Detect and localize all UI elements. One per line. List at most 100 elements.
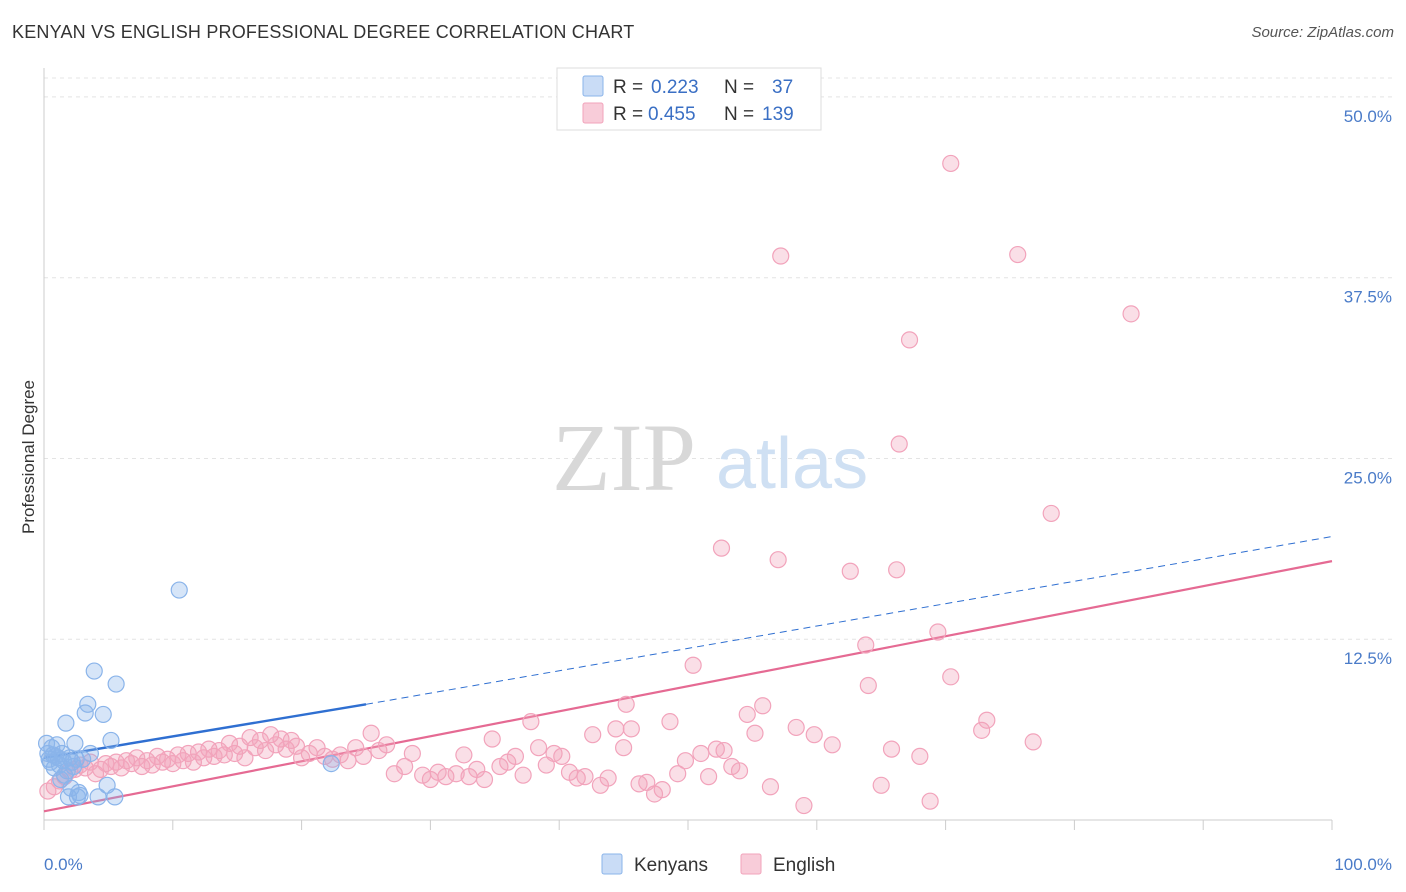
y-axis-title: Professional Degree: [19, 380, 38, 534]
english-point-69: [455, 746, 473, 764]
english-point-130: [1009, 245, 1027, 264]
english-point-114: [823, 736, 841, 754]
kenyan-point-26: [71, 786, 89, 805]
english-point-67: [437, 768, 455, 786]
english-point-78: [522, 713, 540, 731]
english-point-63: [403, 744, 421, 763]
kenyan-point-30: [81, 744, 99, 763]
english-point-85: [576, 768, 594, 786]
english-point-57: [354, 747, 373, 765]
english-point-35: [220, 734, 239, 752]
kenyan-point-25: [70, 783, 88, 802]
english-point-125: [929, 623, 947, 641]
english-point-58: [362, 724, 380, 742]
bottom-legend-english-label: English: [773, 855, 835, 876]
english-point-135: [712, 539, 731, 557]
english-point-121: [890, 435, 908, 453]
english-point-55: [339, 752, 357, 770]
english-point-122: [900, 331, 919, 349]
english-point-15: [117, 752, 136, 770]
kenyan-point-4: [43, 739, 61, 757]
english-point-20: [143, 756, 161, 774]
english-point-72: [475, 770, 494, 789]
english-point-103: [715, 741, 733, 760]
english-point-129: [978, 711, 996, 729]
english-point-77: [514, 766, 532, 784]
english-point-111: [787, 718, 805, 737]
english-point-101: [700, 768, 718, 786]
bottom-legend-english-swatch: [740, 853, 762, 875]
legend-english-n-label: N =: [724, 104, 754, 125]
kenyan-point-32: [89, 788, 107, 806]
english-point-90: [614, 739, 633, 757]
kenyan-point-37: [107, 675, 125, 693]
bottom-legend-kenyan-swatch: [601, 853, 623, 875]
kenyan-point-35: [102, 731, 120, 750]
english-point-113: [805, 726, 823, 744]
english-trend-line: [43, 560, 1333, 813]
legend-english-swatch: [582, 102, 604, 124]
english-point-124: [921, 792, 939, 810]
legend-kenyan-n-label: N =: [724, 77, 754, 98]
kenyan-point-31: [85, 662, 103, 680]
legend-english-r-label: R =: [613, 104, 643, 125]
kenyan-point-8: [48, 736, 66, 754]
english-point-99: [684, 656, 702, 674]
bottom-legend-kenyan-label: Kenyans: [634, 855, 708, 876]
english-point-133: [1122, 305, 1140, 323]
english-point-95: [653, 781, 671, 799]
english-point-136: [617, 695, 635, 713]
watermark-atlas: atlas: [716, 424, 868, 504]
english-point-110: [769, 551, 787, 569]
english-point-127: [942, 154, 960, 173]
english-point-132: [1042, 504, 1060, 523]
english-point-109: [761, 778, 780, 796]
english-point-42: [256, 741, 275, 760]
english-point-116: [857, 636, 875, 654]
english-point-41: [251, 731, 269, 750]
english-point-100: [692, 744, 710, 763]
english-point-123: [911, 747, 929, 765]
english-point-73: [483, 730, 501, 748]
legend-kenyan-swatch: [582, 75, 604, 97]
english-point-68: [447, 765, 465, 783]
kenyan-points: [37, 581, 340, 806]
kenyan-point-15: [57, 714, 75, 732]
english-point-115: [841, 562, 859, 580]
y-tick-label-2: 37.5%: [1344, 288, 1392, 307]
english-point-76: [506, 747, 525, 765]
kenyan-point-29: [79, 695, 97, 713]
source-label: Source: ZipAtlas.com: [1251, 24, 1394, 41]
english-point-79: [529, 739, 548, 757]
trend-lines: [43, 536, 1333, 813]
x-tick-label-1: 100.0%: [1334, 855, 1392, 874]
english-point-62: [396, 757, 414, 776]
english-point-43: [262, 726, 280, 744]
legend-kenyan-n: 37: [772, 77, 793, 98]
english-point-89: [607, 720, 625, 738]
english-point-118: [872, 776, 890, 794]
english-point-91: [622, 720, 640, 738]
english-point-107: [746, 724, 764, 742]
tick-labels: 0.0% 100.0% 12.5% 25.0% 37.5% 50.0%: [43, 107, 1392, 874]
x-tick-label-0: 0.0%: [44, 855, 83, 874]
english-point-38: [236, 749, 254, 767]
english-point-106: [738, 705, 756, 724]
chart-title: KENYAN VS ENGLISH PROFESSIONAL DEGREE CO…: [12, 22, 635, 42]
english-point-97: [669, 765, 687, 783]
watermark: ZIP atlas: [552, 404, 868, 511]
english-point-112: [795, 796, 813, 815]
english-point-88: [599, 769, 617, 787]
english-point-24: [164, 754, 182, 773]
kenyan-point-36: [106, 788, 124, 806]
legend-kenyan-r: 0.223: [651, 77, 699, 98]
kenyan-point-22: [66, 734, 84, 752]
kenyan-trend-extension: [365, 536, 1333, 705]
english-point-126: [942, 668, 960, 686]
english-point-17: [128, 749, 146, 767]
english-point-128: [973, 721, 991, 739]
kenyan-point-38: [170, 581, 188, 599]
legend-english-r: 0.455: [648, 104, 696, 125]
english-point-82: [553, 747, 571, 765]
